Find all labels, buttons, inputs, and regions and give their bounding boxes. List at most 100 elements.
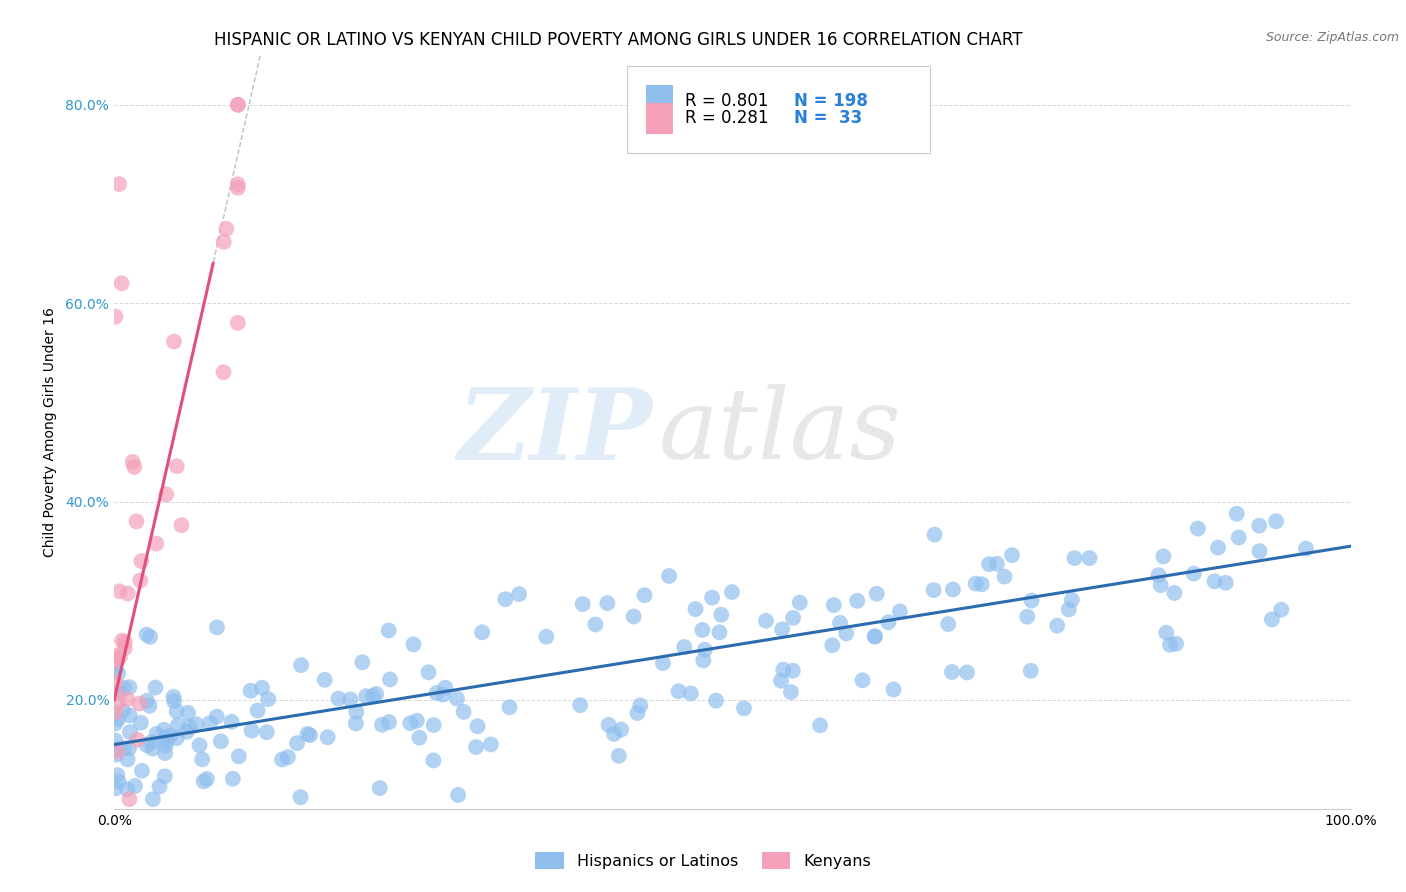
Point <box>145 727 167 741</box>
Point <box>162 690 184 704</box>
Point <box>402 637 425 651</box>
Point <box>153 769 176 783</box>
Point <box>153 723 176 737</box>
Point <box>108 650 131 665</box>
Point <box>399 716 422 731</box>
Text: Source: ZipAtlas.com: Source: ZipAtlas.com <box>1265 31 1399 45</box>
Point <box>1046 618 1069 632</box>
Point <box>626 706 648 720</box>
Point <box>104 663 127 677</box>
Point <box>782 611 804 625</box>
Point <box>408 731 430 745</box>
Point <box>426 686 449 700</box>
Point <box>115 782 138 797</box>
Point <box>107 697 129 711</box>
Point <box>344 705 367 719</box>
Point <box>1206 541 1229 555</box>
Point <box>755 614 778 628</box>
Point <box>405 714 427 728</box>
Y-axis label: Child Poverty Among Girls Under 16: Child Poverty Among Girls Under 16 <box>44 307 58 557</box>
Point <box>108 584 131 599</box>
Point <box>936 617 959 632</box>
Point <box>1150 578 1173 592</box>
Point <box>221 714 243 729</box>
Point <box>536 630 558 644</box>
Point <box>782 664 804 678</box>
Point <box>770 623 793 637</box>
Point <box>344 716 367 731</box>
Point <box>108 177 131 191</box>
Point <box>118 680 141 694</box>
Point <box>226 97 249 112</box>
Point <box>118 725 141 739</box>
Point <box>118 741 141 756</box>
Point <box>290 790 312 805</box>
Point <box>610 723 633 737</box>
Point <box>1019 664 1042 678</box>
Point <box>889 604 911 618</box>
Point <box>508 587 530 601</box>
Point <box>129 574 152 588</box>
Point <box>942 582 965 597</box>
Point <box>922 582 945 597</box>
Point <box>131 764 153 778</box>
Point <box>195 772 218 786</box>
Point <box>623 609 645 624</box>
Point <box>1187 522 1209 536</box>
Point <box>107 774 129 789</box>
Point <box>628 698 651 713</box>
Point <box>772 663 794 677</box>
Point <box>1060 593 1083 607</box>
Point <box>105 741 128 756</box>
Point <box>633 588 655 602</box>
Point <box>371 717 394 731</box>
Text: HISPANIC OR LATINO VS KENYAN CHILD POVERTY AMONG GIRLS UNDER 16 CORRELATION CHAR: HISPANIC OR LATINO VS KENYAN CHILD POVER… <box>214 31 1024 49</box>
Point <box>692 653 714 667</box>
Point <box>104 648 127 663</box>
Point <box>314 673 336 687</box>
Point <box>139 735 162 749</box>
Point <box>808 718 831 732</box>
Point <box>104 310 127 324</box>
Point <box>212 365 235 379</box>
Point <box>977 558 1000 572</box>
Point <box>733 701 755 715</box>
Point <box>361 689 384 703</box>
Point <box>603 727 626 741</box>
Point <box>114 635 136 649</box>
Point <box>432 688 454 702</box>
Text: atlas: atlas <box>658 384 901 480</box>
Point <box>993 569 1015 583</box>
Point <box>658 569 681 583</box>
Point <box>1001 548 1024 562</box>
Point <box>290 658 312 673</box>
Point <box>155 739 177 753</box>
Text: R = 0.801: R = 0.801 <box>685 92 769 110</box>
Point <box>596 596 619 610</box>
Point <box>1147 568 1170 582</box>
Point <box>956 665 979 680</box>
Point <box>118 708 141 723</box>
Point <box>131 554 153 568</box>
Point <box>191 752 214 766</box>
Point <box>163 334 186 349</box>
Point <box>422 753 444 767</box>
Point <box>226 316 249 330</box>
Point <box>1154 625 1177 640</box>
Point <box>212 235 235 249</box>
Point <box>1163 586 1185 600</box>
Point <box>145 681 167 695</box>
Point <box>569 698 592 713</box>
FancyBboxPatch shape <box>645 103 673 135</box>
Point <box>114 641 136 656</box>
Point <box>124 779 146 793</box>
Point <box>924 527 946 541</box>
Point <box>226 181 249 195</box>
Point <box>1182 566 1205 581</box>
Point <box>1159 638 1181 652</box>
Point <box>166 704 188 718</box>
Point <box>110 277 132 291</box>
Point <box>297 727 319 741</box>
Point <box>828 615 851 630</box>
Point <box>1265 514 1288 528</box>
